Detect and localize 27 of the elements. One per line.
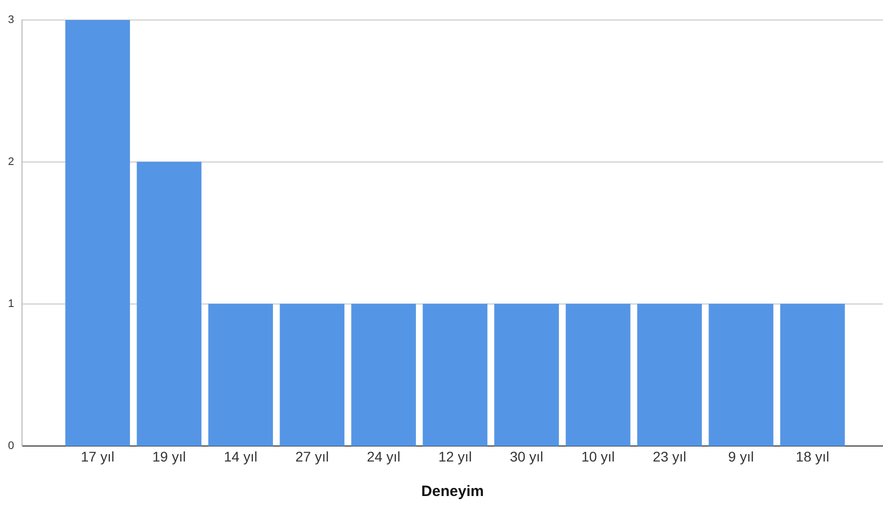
x-tick-label: 27 yıl <box>295 448 329 464</box>
bar <box>494 304 559 446</box>
bar <box>65 20 130 446</box>
bar <box>208 304 273 446</box>
x-tick-label: 18 yıl <box>796 448 830 464</box>
bar <box>136 162 202 446</box>
x-axis-title: Deneyim <box>421 483 484 500</box>
bar <box>637 304 702 446</box>
bar <box>280 304 344 446</box>
x-tick-label: 9 yıl <box>728 448 754 464</box>
bar <box>780 304 845 446</box>
x-tick-label: 30 yıl <box>510 448 544 464</box>
x-tick-label: 12 yıl <box>438 448 472 464</box>
y-tick-label: 1 <box>8 298 14 310</box>
x-tick-label: 19 yıl <box>152 448 186 464</box>
x-tick-label: 23 yıl <box>652 448 686 464</box>
y-tick-label: 2 <box>8 156 14 168</box>
x-tick-label: 24 yıl <box>366 448 400 464</box>
x-tick-label: 10 yıl <box>581 448 615 464</box>
bar <box>708 304 774 446</box>
bar <box>422 304 488 446</box>
y-tick-label: 0 <box>8 440 14 452</box>
bar <box>351 304 416 446</box>
y-tick-label: 3 <box>8 14 14 26</box>
x-tick-label: 14 yıl <box>224 448 258 464</box>
bar <box>566 304 630 446</box>
x-tick-label: 17 yıl <box>80 448 114 464</box>
